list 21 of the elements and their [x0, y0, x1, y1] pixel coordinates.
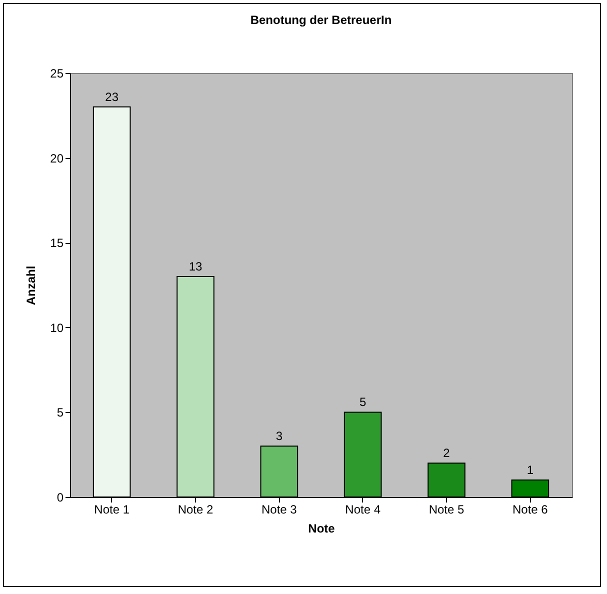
- x-axis-title: Note: [308, 522, 336, 536]
- x-tick-label: Note 4: [345, 502, 381, 516]
- x-tick-label: Note 5: [428, 502, 464, 516]
- y-tick-label: 15: [50, 236, 64, 250]
- data-label: 23: [105, 90, 119, 104]
- data-label: 5: [359, 395, 366, 410]
- y-axis-title: Anzahl: [24, 266, 38, 306]
- chart-title: Benotung der BetreuerIn: [250, 13, 392, 27]
- x-tick-label: Note 2: [178, 502, 214, 516]
- data-label: 3: [276, 429, 283, 444]
- data-label: 2: [443, 446, 450, 460]
- x-tick-label: Note 3: [261, 502, 298, 516]
- y-tick-label: 10: [50, 320, 64, 335]
- data-label: 1: [526, 463, 534, 478]
- y-tick-label: 20: [50, 151, 64, 166]
- y-tick-label: 0: [56, 490, 64, 504]
- x-tick-label: Note 6: [512, 502, 548, 516]
- y-tick-label: 5: [56, 406, 64, 420]
- x-tick-label: Note 1: [94, 502, 130, 516]
- data-label: 13: [188, 260, 202, 274]
- y-tick-label: 25: [50, 66, 64, 80]
